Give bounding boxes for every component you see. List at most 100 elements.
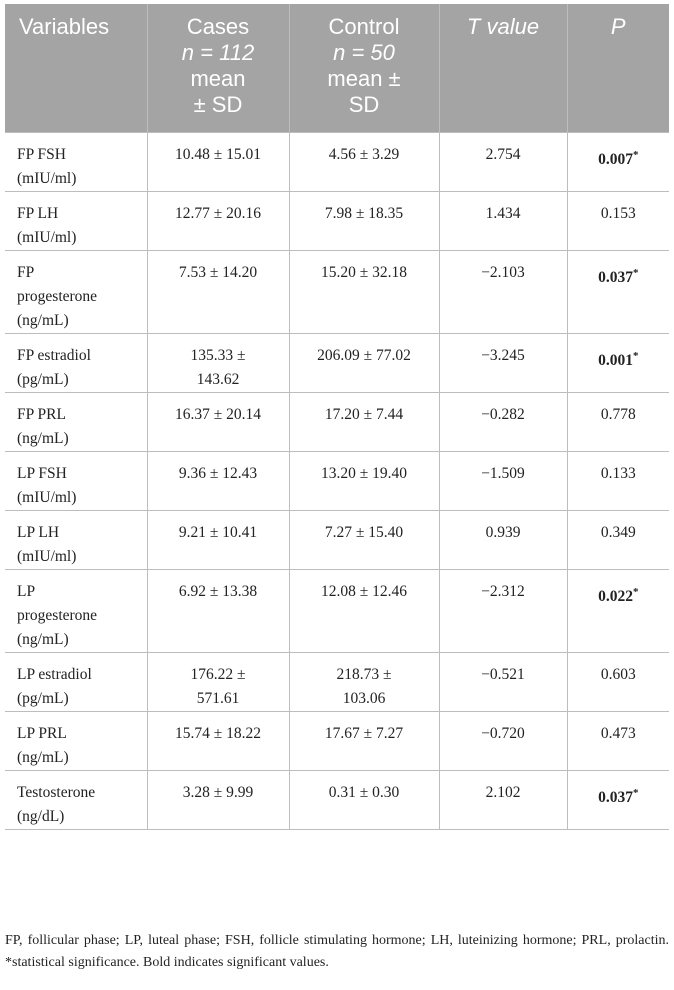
cell-cases: 135.33 ± 143.62 <box>146 332 289 392</box>
cell-variable-line: (mIU/ml) <box>17 228 77 246</box>
cell-cases: 16.37 ± 20.14 <box>146 391 289 451</box>
cell-t-value: −0.282 <box>438 391 567 451</box>
cell-variable-line: LP LH <box>17 523 60 541</box>
significance-marker: * <box>632 266 639 279</box>
cell-variable-line: FP FSH <box>17 145 66 163</box>
cell-control-line: 13.20 ± 19.40 <box>320 464 407 482</box>
cell-control: 7.98 ± 18.35 <box>288 190 439 250</box>
significance-marker: * <box>632 786 639 799</box>
cell-control-line: 206.09 ± 77.02 <box>317 346 411 364</box>
cell-cases-line: 7.53 ± 14.20 <box>178 263 258 281</box>
significance-marker: * <box>632 585 639 598</box>
cell-t-value: −1.509 <box>438 450 567 510</box>
cell-control: 13.20 ± 19.40 <box>288 450 439 510</box>
cell-t-value: −2.103 <box>438 249 567 333</box>
cell-t-value: 2.102 <box>438 769 567 830</box>
p-value: 0.037 <box>598 268 633 286</box>
cell-p-value: 0.001* <box>566 332 669 392</box>
table-row: Testosterone (ng/dL) 3.28 ± 9.99 0.31 ± 0.3… <box>5 769 669 830</box>
cell-t-value: 2.754 <box>438 131 567 191</box>
cell-cases-line: 571.61 <box>196 689 240 707</box>
cell-p-value: 0.778 <box>566 391 669 451</box>
table-row: LP progesterone (ng/mL) 6.92 ± 13.38 12.08 ±… <box>5 568 669 652</box>
cell-p-value: 0.022* <box>566 568 669 652</box>
cell-variable-line: LP <box>17 582 36 600</box>
cell-variable-line: Testosterone <box>17 783 96 801</box>
cell-variable-line: (ng/mL) <box>17 630 69 648</box>
cell-variable: FP FSH (mIU/ml) <box>5 131 147 191</box>
p-value: 0.349 <box>600 523 636 541</box>
cell-p-value: 0.603 <box>566 651 669 711</box>
cell-p-value: 0.349 <box>566 509 669 569</box>
cell-cases: 15.74 ± 18.22 <box>146 710 289 770</box>
cell-t-value: 1.434 <box>438 190 567 250</box>
cell-p-value: 0.133 <box>566 450 669 510</box>
cell-control-line: 15.20 ± 32.18 <box>320 263 407 281</box>
cell-control-line: 17.67 ± 7.27 <box>324 724 404 742</box>
header-variables: Variables <box>5 4 147 132</box>
p-value: 0.778 <box>600 405 636 423</box>
cell-variable-line: FP PRL <box>17 405 66 423</box>
cell-control-line: 12.08 ± 12.46 <box>320 582 407 600</box>
cell-control-line: 103.06 <box>342 689 386 707</box>
cell-variable-line: LP FSH <box>17 464 67 482</box>
cell-control-line: 218.73 ± <box>336 665 392 683</box>
cell-variable-line: (mIU/ml) <box>17 169 77 187</box>
table-row: LP LH (mIU/ml) 9.21 ± 10.41 7.27 ± 15.40 0.9… <box>5 509 669 569</box>
cell-cases-line: 176.22 ± <box>190 665 246 683</box>
cell-p-value: 0.473 <box>566 710 669 770</box>
cell-control: 206.09 ± 77.02 <box>288 332 439 392</box>
cell-t-value: −0.521 <box>438 651 567 711</box>
table-row: FP LH (mIU/ml) 12.77 ± 20.16 7.98 ± 18.35 1.… <box>5 190 669 250</box>
cell-variable-line: progesterone <box>17 287 98 305</box>
cell-variable-line: (ng/mL) <box>17 311 69 329</box>
cell-cases-line: 9.21 ± 10.41 <box>178 523 258 541</box>
cell-variable: FP estradiol (pg/mL) <box>5 332 147 392</box>
cell-variable-line: LP PRL <box>17 724 67 742</box>
p-value: 0.473 <box>600 724 636 742</box>
cell-cases-line: 12.77 ± 20.16 <box>174 204 261 222</box>
cell-cases-line: 3.28 ± 9.99 <box>182 783 254 801</box>
cell-control-line: 7.98 ± 18.35 <box>324 204 404 222</box>
cell-variable-line: (ng/mL) <box>17 748 69 766</box>
cell-variable: FP LH (mIU/ml) <box>5 190 147 250</box>
cell-t-value: −2.312 <box>438 568 567 652</box>
cell-control: 4.56 ± 3.29 <box>288 131 439 191</box>
table-header: Variables Cases n = 112 mean ± SD Contro… <box>5 4 669 132</box>
cell-variable: LP estradiol (pg/mL) <box>5 651 147 711</box>
cell-control: 7.27 ± 15.40 <box>288 509 439 569</box>
p-value: 0.037 <box>598 788 633 806</box>
cell-cases: 176.22 ± 571.61 <box>146 651 289 711</box>
cell-cases-line: 9.36 ± 12.43 <box>178 464 258 482</box>
header-cases: Cases n = 112 mean ± SD <box>146 4 289 132</box>
cell-p-value: 0.037* <box>566 249 669 333</box>
cell-cases: 9.21 ± 10.41 <box>146 509 289 569</box>
table-row: LP FSH (mIU/ml) 9.36 ± 12.43 13.20 ± 19.40 −… <box>5 450 669 510</box>
cell-variable-line: progesterone <box>17 606 98 624</box>
cell-p-value: 0.037* <box>566 769 669 830</box>
cell-cases-line: 10.48 ± 15.01 <box>174 145 261 163</box>
cell-cases: 12.77 ± 20.16 <box>146 190 289 250</box>
cell-control: 15.20 ± 32.18 <box>288 249 439 333</box>
p-value: 0.133 <box>600 464 636 482</box>
cell-variable: LP FSH (mIU/ml) <box>5 450 147 510</box>
cell-variable: Testosterone (ng/dL) <box>5 769 147 830</box>
cell-variable-line: FP estradiol <box>17 346 91 364</box>
p-value: 0.022 <box>598 587 633 605</box>
cell-t-value: 0.939 <box>438 509 567 569</box>
cell-control-line: 7.27 ± 15.40 <box>324 523 404 541</box>
table-row: FP FSH (mIU/ml) 10.48 ± 15.01 4.56 ± 3.29 2.… <box>5 131 669 191</box>
cell-variable: LP LH (mIU/ml) <box>5 509 147 569</box>
cell-control: 17.20 ± 7.44 <box>288 391 439 451</box>
cell-control: 0.31 ± 0.30 <box>288 769 439 830</box>
cell-p-value: 0.153 <box>566 190 669 250</box>
cell-cases-line: 143.62 <box>196 370 240 388</box>
cell-t-value: −0.720 <box>438 710 567 770</box>
cell-variable: LP progesterone (ng/mL) <box>5 568 147 652</box>
cell-cases: 10.48 ± 15.01 <box>146 131 289 191</box>
cell-control: 17.67 ± 7.27 <box>288 710 439 770</box>
cell-variable-line: (pg/mL) <box>17 689 69 707</box>
cell-cases-line: 6.92 ± 13.38 <box>178 582 258 600</box>
cell-t-value: −3.245 <box>438 332 567 392</box>
cell-variable: LP PRL (ng/mL) <box>5 710 147 770</box>
